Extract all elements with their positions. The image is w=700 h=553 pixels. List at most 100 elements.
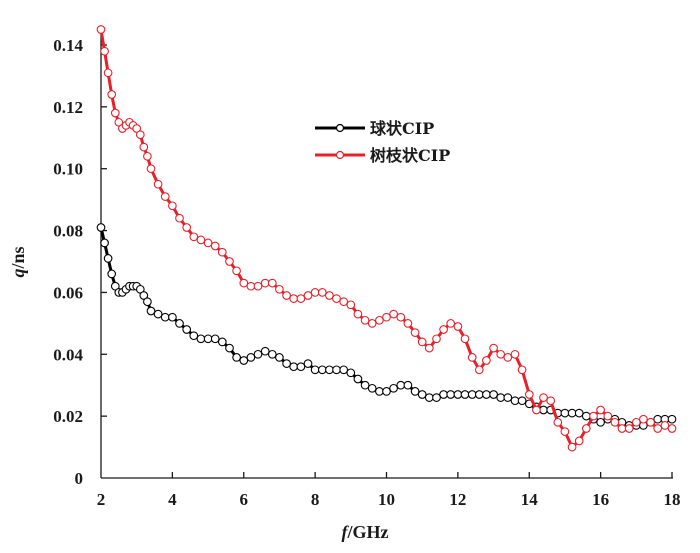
data-point [560,408,570,418]
x-axis-title: f/GHz [342,522,389,542]
data-point [653,424,663,433]
data-point [267,349,277,359]
data-point [210,241,220,251]
data-point [439,325,448,334]
data-point [110,108,120,118]
y-tick-label: 0.08 [53,222,83,241]
data-point [567,442,577,452]
data-point [96,25,106,34]
data-point [610,417,620,427]
legend-label-spherical: 球状CIP [370,119,434,138]
data-point [446,319,456,328]
data-point [225,343,234,353]
data-point [510,349,520,359]
data-point [403,380,413,390]
data-point [424,393,434,402]
data-point [574,408,584,418]
data-point [439,390,448,399]
data-point [617,424,627,433]
data-point [667,414,677,424]
data-point [382,387,391,396]
data-point [317,365,327,375]
data-point [346,300,356,310]
data-point [639,414,648,424]
data-point [107,269,117,279]
data-point [225,257,234,266]
x-tick-label: 8 [311,490,320,509]
data-point [424,343,434,353]
x-tick-label: 2 [97,490,106,509]
data-point [317,288,327,297]
x-tick-label: 6 [240,490,249,509]
data-point [482,356,491,365]
data-point [503,353,513,362]
data-point [460,334,470,344]
data-point [517,396,527,406]
data-point [232,266,241,276]
data-point [360,315,370,325]
y-ticks: 0 0.02 0.04 0.06 0.08 0.10 0.12 0.14 [53,36,107,488]
data-point [282,291,291,300]
data-point [353,309,363,319]
data-point [210,334,220,344]
data-point [267,278,277,288]
data-point [153,309,163,319]
data-point [282,359,291,368]
data-point [453,390,463,399]
data-point [489,343,498,353]
data-point [168,201,177,211]
x-tick-label: 10 [378,490,395,509]
data-point [143,297,152,307]
data-point [474,390,484,399]
data-point [175,213,184,223]
series-dendritic-cip [96,25,677,452]
x-tick-label: 18 [664,490,681,509]
series-line [99,29,673,449]
data-point [253,349,263,359]
data-point [417,337,427,347]
data-point [332,365,341,375]
data-point [310,288,320,297]
data-point [100,238,109,248]
data-point [389,383,398,393]
data-point [175,319,184,328]
y-axis-title: q/ns [8,246,28,277]
data-point [275,353,284,362]
data-point [289,294,299,303]
data-point [296,294,306,303]
data-point [581,424,591,433]
data-point [596,417,605,427]
data-point [146,164,156,174]
data-point [100,46,109,56]
data-point [432,334,441,344]
data-point [496,349,506,359]
x-tick-label: 14 [521,490,539,509]
y-tick-label: 0.02 [53,407,83,426]
data-point [360,380,370,390]
x-axis-title-rest: /GHz [347,522,389,542]
data-point [367,319,377,328]
legend: 球状CIP 树枝状CIP [315,119,450,165]
data-point [389,309,398,319]
data-point [367,383,377,393]
data-point [260,346,270,356]
data-point [139,142,149,152]
x-tick-label: 12 [449,490,466,509]
data-point [375,387,384,396]
data-point [589,411,598,421]
data-point [346,368,356,378]
data-point [432,393,441,402]
data-point [453,322,463,331]
data-point [567,408,577,418]
data-point [382,312,391,322]
data-point [546,396,556,406]
x-ticks: 2 4 6 8 10 12 14 16 18 [97,472,681,509]
data-point [203,334,213,344]
y-axis-title-italic: q [8,269,28,278]
data-point [182,223,192,232]
y-tick-label: 0.10 [53,160,83,179]
data-point [660,421,670,430]
data-point [325,365,334,375]
data-point [396,312,406,322]
